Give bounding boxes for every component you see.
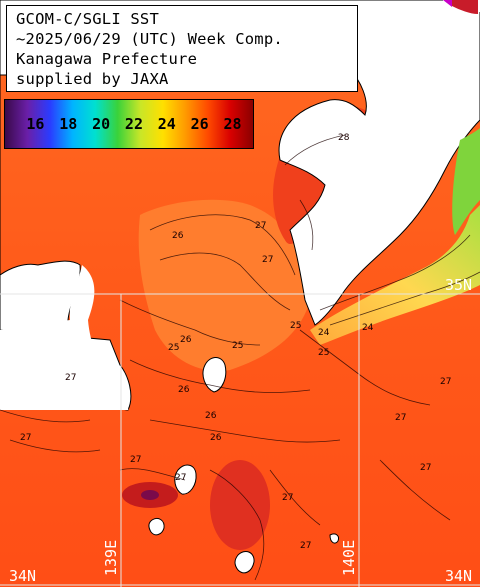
colorbar-tick-16: 16 (26, 115, 45, 133)
colorbar-tick-26: 26 (190, 115, 209, 133)
contour-label: 25 (318, 348, 329, 358)
hot-pocket-center (210, 460, 270, 550)
contour-label: 27 (175, 473, 186, 483)
contour-label: 27 (282, 493, 293, 503)
contour-label: 28 (338, 133, 350, 143)
contour-label: 25 (168, 343, 179, 353)
title-line-3: Kanagawa Prefecture (16, 50, 198, 68)
lat-34n-left-label: 34N (9, 567, 37, 585)
contour-label: 27 (255, 221, 266, 231)
land-north (0, 0, 480, 326)
contour-label: 24 (362, 323, 374, 333)
contour-label: 27 (20, 433, 31, 443)
graticule (0, 293, 480, 587)
contour-label: 27 (395, 413, 406, 423)
contour-label: 26 (205, 411, 217, 421)
hot-core-west (141, 490, 159, 500)
contour-label: 25 (232, 341, 243, 351)
contour-label: 27 (130, 455, 141, 465)
title-line-1: GCOM-C/SGLI SST (16, 10, 159, 28)
colorbar-tick-28: 28 (223, 115, 242, 133)
corner-red-mark (452, 0, 478, 14)
colorbar-tick-18: 18 (59, 115, 78, 133)
lat-35n-left-label: 35N (9, 276, 37, 294)
colorbar-tick-22: 22 (124, 115, 143, 133)
lat-35n-right-label: 35N (445, 276, 473, 294)
land-izu-fill (0, 265, 129, 410)
contour-label: 27 (65, 373, 76, 383)
island-oshima (174, 464, 197, 495)
island-hatsushima (202, 357, 227, 393)
island-shikinejima (329, 533, 339, 544)
temperature-colorbar: 16 18 20 22 24 26 28 (4, 99, 254, 149)
title-line-2: ~2025/06/29 (UTC) Week Comp. (16, 30, 283, 48)
contour-lines (0, 134, 480, 581)
island-toshima (148, 517, 165, 536)
contour-label: 27 (440, 377, 451, 387)
title-line-4: supplied by JAXA (16, 70, 169, 88)
map-title-box: GCOM-C/SGLI SST ~2025/06/29 (UTC) Week C… (6, 5, 358, 92)
lon-140e-label: 140E (340, 539, 358, 576)
boso-coastal-band (310, 205, 480, 345)
contour-label: 27 (300, 541, 311, 551)
contour-label: 26 (172, 231, 184, 241)
bay-warm-zone (138, 199, 310, 371)
contour-label: 25 (290, 321, 301, 331)
colorbar-tick-labels: 16 18 20 22 24 26 28 (5, 115, 253, 133)
colorbar-tick-20: 20 (92, 115, 111, 133)
contour-label: 26 (210, 433, 222, 443)
contour-label: 26 (180, 335, 192, 345)
contour-label: 27 (262, 255, 273, 265)
colorbar-tick-24: 24 (157, 115, 176, 133)
land-boso-edge (452, 128, 480, 235)
island-niijima (234, 551, 255, 574)
contour-label: 27 (420, 463, 431, 473)
contour-label: 26 (178, 385, 190, 395)
lat-34n-right-label: 34N (445, 567, 473, 585)
contour-label: 24 (318, 328, 330, 338)
corner-magenta-mark (443, 0, 452, 7)
lon-139e-label: 139E (102, 539, 120, 576)
